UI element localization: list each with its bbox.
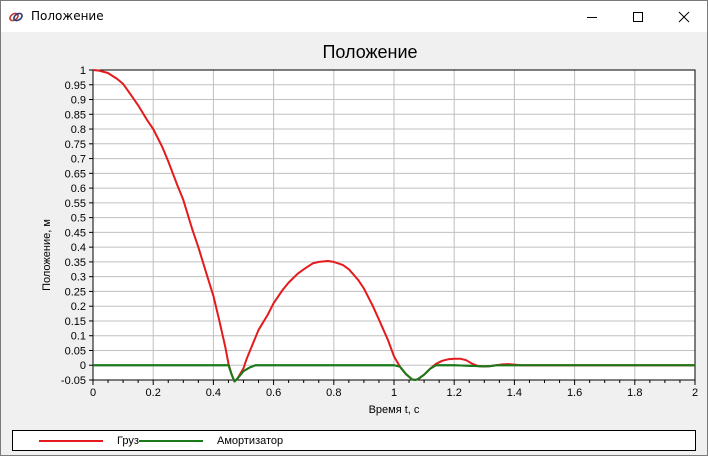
legend-swatch-amortizator [139, 439, 203, 442]
y-tick-label: 0.5 [71, 213, 86, 225]
legend: Груз Амортизатор [12, 430, 696, 451]
y-tick-label: 0.55 [65, 198, 86, 210]
x-tick-label: 0.2 [146, 387, 161, 399]
maximize-icon [633, 11, 643, 22]
close-button[interactable] [661, 1, 707, 32]
y-tick-label: 0.3 [71, 272, 86, 284]
x-tick-label: 0 [90, 387, 96, 399]
y-tick-label: 0.8 [71, 124, 86, 136]
y-tick-label: 1 [80, 65, 86, 77]
y-tick-label: 0.05 [65, 345, 86, 357]
y-tick-label: 0.7 [71, 154, 86, 166]
window-title: Положение [31, 9, 104, 23]
x-tick-label: 2 [692, 387, 698, 399]
y-tick-label: 0 [80, 360, 86, 372]
y-tick-label: 0.45 [65, 227, 86, 239]
y-tick-label: -0.05 [61, 375, 86, 387]
legend-label-gruz: Груз [117, 434, 139, 447]
y-tick-label: 0.35 [65, 257, 86, 269]
maximize-button[interactable] [615, 1, 661, 32]
minimize-button[interactable] [569, 1, 615, 32]
y-tick-label: 0.85 [65, 109, 86, 121]
legend-item-amortizator: Амортизатор [139, 431, 283, 450]
y-tick-label: 0.9 [71, 95, 86, 107]
minimize-icon [587, 16, 597, 18]
y-tick-label: 0.95 [65, 80, 86, 92]
y-tick-label: 0.75 [65, 139, 86, 151]
y-tick-label: 0.65 [65, 168, 86, 180]
chart-panel: Положение Положение, м Время t, с -0.05 0… [1, 32, 707, 455]
close-icon [678, 11, 690, 22]
series-line-amortizator-overlay [93, 364, 695, 383]
legend-item-gruz: Груз [39, 431, 139, 450]
legend-label-amortizator: Амортизатор [217, 434, 284, 447]
y-tick-label: 0.1 [71, 331, 86, 343]
x-axis-label: Время t, с [369, 404, 420, 416]
chart: Положение Положение, м Время t, с -0.05 0… [41, 42, 698, 416]
x-tick-label: 1.2 [447, 387, 462, 399]
plot-border [92, 69, 696, 381]
x-tick-label: 1.6 [567, 387, 582, 399]
chart-title: Положение [322, 42, 417, 62]
x-tick-label: 0.4 [206, 387, 221, 399]
app-logo-icon [8, 9, 24, 25]
y-tick-label: 0.2 [71, 301, 86, 313]
x-tick-label: 1.4 [507, 387, 522, 399]
series-line-gruz [92, 69, 695, 383]
title-bar[interactable]: Положение [1, 1, 707, 32]
y-tick-label: 0.25 [65, 286, 86, 298]
y-tick-label: 0.6 [71, 183, 86, 195]
legend-swatch-gruz [39, 439, 103, 442]
x-tick-label: 0.8 [326, 387, 341, 399]
y-axis-label: Положение, м [41, 219, 53, 291]
y-tick-label: 0.4 [71, 242, 86, 254]
y-tick-label: 0.15 [65, 316, 86, 328]
x-tick-label: 1.8 [627, 387, 642, 399]
x-tick-label: 1 [391, 387, 397, 399]
x-tick-label: 0.6 [266, 387, 281, 399]
